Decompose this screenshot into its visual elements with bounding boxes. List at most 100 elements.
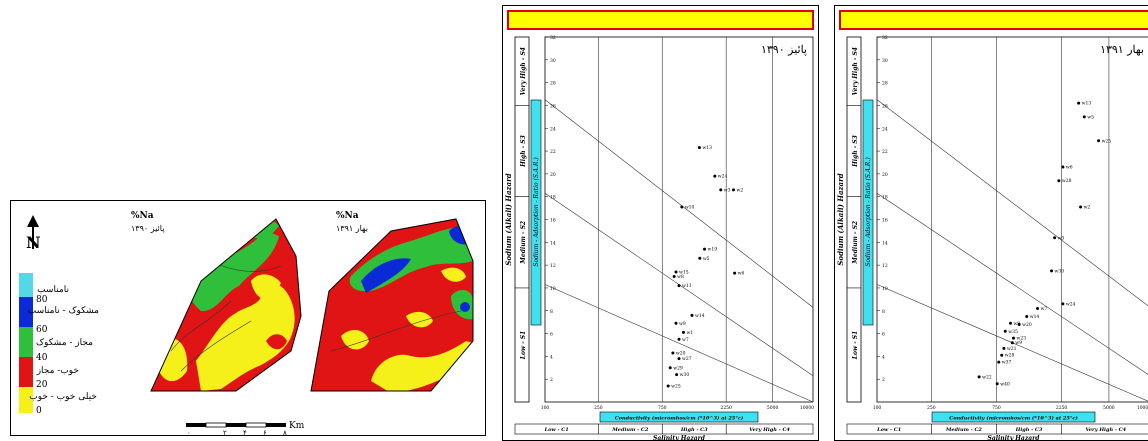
y-tick-label: 32 (550, 35, 556, 41)
data-point (681, 330, 685, 334)
x-tick-label: 2250 (1056, 405, 1068, 411)
salinity-class-label: High - C3 (1015, 427, 1043, 433)
data-point (1079, 205, 1083, 209)
map-right-title: %Na (336, 211, 359, 221)
y-tick-label: 16 (550, 218, 556, 224)
legend-swatch-good-permissible (19, 357, 33, 387)
data-point (1050, 269, 1054, 273)
data-point-label: w2 (736, 187, 743, 193)
y-tick-label: 28 (882, 81, 888, 87)
y-axis-label-bar (530, 99, 542, 326)
y-tick-label: 10 (550, 286, 556, 292)
data-point (703, 247, 707, 251)
y-tick-label: 20 (550, 172, 556, 178)
y-axis-label: Sodium - Adsorption - Ratio (S.A.R.) (865, 157, 872, 267)
data-point-label: w9 (1015, 340, 1022, 346)
data-point-label: w5 (703, 256, 710, 262)
sodium-hazard-strip: Low - S1 Medium - S2 High - S3 Very High - … (514, 36, 530, 403)
data-point-label: w6 (738, 271, 745, 277)
data-point (671, 351, 675, 355)
data-point-label: w13 (702, 145, 712, 151)
scale-bar: ۰ ۲ ۴ ۶ ۸ Km (186, 421, 305, 437)
legend-label: خوب- مجاز (36, 366, 79, 376)
legend-label: نامناسب (37, 285, 69, 295)
scale-tick: ۲ (223, 429, 227, 435)
y-tick-label: 10 (882, 286, 888, 292)
data-point (698, 256, 702, 260)
legend-threshold: 20 (36, 380, 48, 390)
data-point (697, 146, 701, 150)
map-legend: 80 60 40 20 0 نامناسب مشکوک - نامناسب مج… (19, 273, 99, 416)
data-point-label: w7 (1041, 306, 1048, 312)
outer-x-axis-label: Salinity Hazard (988, 435, 1041, 440)
map-right-spring (310, 218, 474, 392)
data-point (1000, 353, 1004, 357)
data-point-label: w8 (1013, 321, 1020, 327)
data-point (1002, 346, 1006, 350)
scale-tick: ۸ (283, 429, 287, 435)
y-tick-label: 14 (882, 240, 888, 246)
data-point-label: w1 (686, 330, 693, 336)
y-tick-label: 18 (550, 195, 556, 201)
y-tick-label: 26 (550, 103, 556, 109)
data-point (997, 360, 1001, 364)
x-axis-label-bar (599, 411, 759, 423)
data-point (719, 188, 723, 192)
salinity-class-label: Very High - C4 (749, 427, 790, 433)
outer-x-axis-label: Salinity Hazard (653, 435, 706, 440)
data-point (675, 373, 679, 377)
x-tick-label: 250 (927, 405, 936, 411)
x-tick-label: 5000 (767, 405, 779, 411)
data-point-label: w20 (676, 350, 686, 356)
data-point-label: w3 (724, 187, 731, 193)
wilcox-panel-autumn: Low - S1 Medium - S2 High - S3 Very High - … (502, 5, 819, 441)
sodium-class-label: High - S3 (520, 135, 527, 168)
y-tick-label: 14 (550, 240, 556, 246)
y-tick-label: 2 (550, 377, 553, 383)
y-tick-label: 12 (882, 263, 888, 269)
data-point-label: w24 (1066, 301, 1076, 307)
x-tick-label: 250 (594, 405, 603, 411)
sodium-class-label: Low - S1 (520, 331, 527, 361)
data-point (1008, 321, 1012, 325)
y-tick-label: 6 (550, 332, 553, 338)
data-point (1097, 139, 1101, 143)
data-point-label: w20 (1022, 322, 1032, 328)
data-point (1017, 322, 1021, 326)
data-point (1003, 329, 1007, 333)
data-point (1057, 179, 1061, 183)
y-tick-label: 16 (882, 218, 888, 224)
y-tick-label: 6 (882, 332, 885, 338)
data-point-label: w13 (1082, 101, 1092, 107)
data-point-label: w10 (685, 204, 695, 210)
y-tick-label: 4 (882, 354, 885, 360)
data-point (1077, 101, 1081, 105)
outer-y-axis-label: Sodium (Alkali) Hazard (504, 173, 513, 265)
data-point-label: w2 (1084, 204, 1091, 210)
chart-title: بهار ۱۳۹۱ (1100, 43, 1144, 56)
sodium-class-label: Medium - S2 (852, 221, 859, 265)
data-point-label: w29 (673, 365, 683, 371)
data-point-label: w27 (682, 356, 692, 362)
data-point-label: w40 (1000, 381, 1010, 387)
scale-tick: ۶ (263, 429, 267, 435)
legend-threshold: 40 (36, 353, 48, 363)
sodium-class-line (876, 193, 1148, 375)
data-point-label: w30 (1055, 268, 1065, 274)
legend-swatch-permissible-doubtful (19, 327, 33, 357)
x-tick-label: 750 (992, 405, 1001, 411)
map-left-title: %Na (131, 211, 154, 221)
legend-label: مجاز - مشکوک (36, 338, 93, 348)
legend-swatch-doubtful-unsuitable (19, 297, 33, 327)
sodium-class-label: Very High - S4 (852, 47, 859, 95)
data-point (1025, 314, 1029, 318)
salinity-class-box (846, 423, 1148, 435)
data-point (1082, 115, 1086, 119)
legend-threshold: 80 (36, 295, 48, 305)
data-point (713, 174, 717, 178)
sodium-class-label: High - S3 (852, 135, 859, 168)
legend-label: خیلی خوب - خوب (29, 392, 97, 402)
data-point (666, 384, 670, 388)
sodium-hazard-strip: Low - S1 Medium - S2 High - S3 Very High - … (846, 36, 862, 403)
data-point (668, 366, 672, 370)
